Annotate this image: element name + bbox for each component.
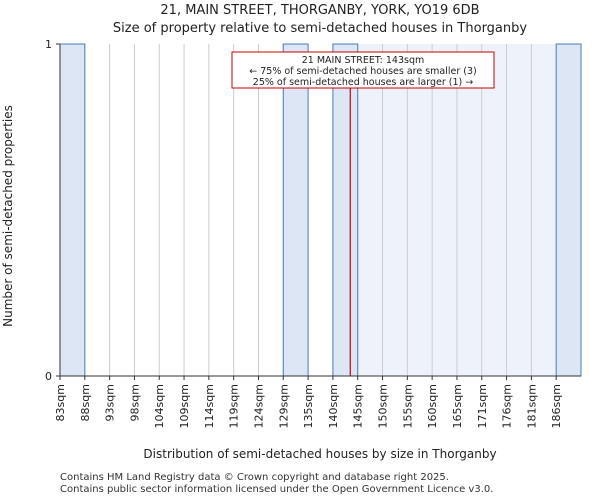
x-tick-label: 155sqm [401, 384, 414, 428]
x-axis-label: Distribution of semi-detached houses by … [143, 447, 496, 461]
x-tick-label: 104sqm [153, 384, 166, 428]
x-tick-label: 135sqm [302, 384, 315, 428]
footer-licence: Contains public sector information licen… [60, 484, 494, 495]
x-tick-label: 98sqm [128, 384, 141, 421]
x-tick-label: 181sqm [525, 384, 538, 428]
bar-186sqm [555, 43, 582, 377]
x-tick-label: 83sqm [54, 384, 67, 421]
annotation-box [231, 51, 495, 89]
larger-region [350, 44, 581, 376]
x-tick-label: 109sqm [178, 384, 191, 428]
bar-129sqm [282, 43, 309, 377]
annotation-larger: 25% of semi-detached houses are larger (… [253, 77, 473, 88]
x-tick-label: 176sqm [501, 384, 514, 428]
x-tick-label: 171sqm [476, 384, 489, 428]
x-tick-label: 93sqm [104, 384, 117, 421]
footer-copyright: Contains HM Land Registry data © Crown c… [60, 472, 449, 483]
x-tick-label: 114sqm [203, 384, 216, 428]
chart: 21, MAIN STREET, THORGANBY, YORK, YO19 6… [1, 3, 582, 461]
bar-140sqm [332, 43, 359, 377]
annotation-smaller: ← 75% of semi-detached houses are smalle… [249, 66, 477, 77]
x-tick-label: 129sqm [277, 384, 290, 428]
y-tick-label: 1 [45, 38, 52, 51]
annotation-title: 21 MAIN STREET: 143sqm [302, 55, 425, 66]
x-tick-label: 160sqm [426, 384, 439, 428]
x-tick-label: 145sqm [352, 384, 365, 428]
x-tick-label: 140sqm [327, 384, 340, 428]
chart-title: 21, MAIN STREET, THORGANBY, YORK, YO19 6… [160, 3, 479, 18]
x-tick-label: 124sqm [252, 384, 265, 428]
chart-subtitle: Size of property relative to semi-detach… [113, 21, 527, 36]
x-tick-label: 165sqm [451, 384, 464, 428]
x-tick-label: 119sqm [228, 384, 241, 428]
x-tick-label: 88sqm [79, 384, 92, 421]
bar-83sqm [59, 43, 86, 377]
y-axis-label: Number of semi-detached properties [1, 105, 15, 327]
y-tick-label: 0 [45, 370, 52, 383]
x-tick-label: 186sqm [550, 384, 563, 428]
x-tick-label: 150sqm [377, 384, 390, 428]
